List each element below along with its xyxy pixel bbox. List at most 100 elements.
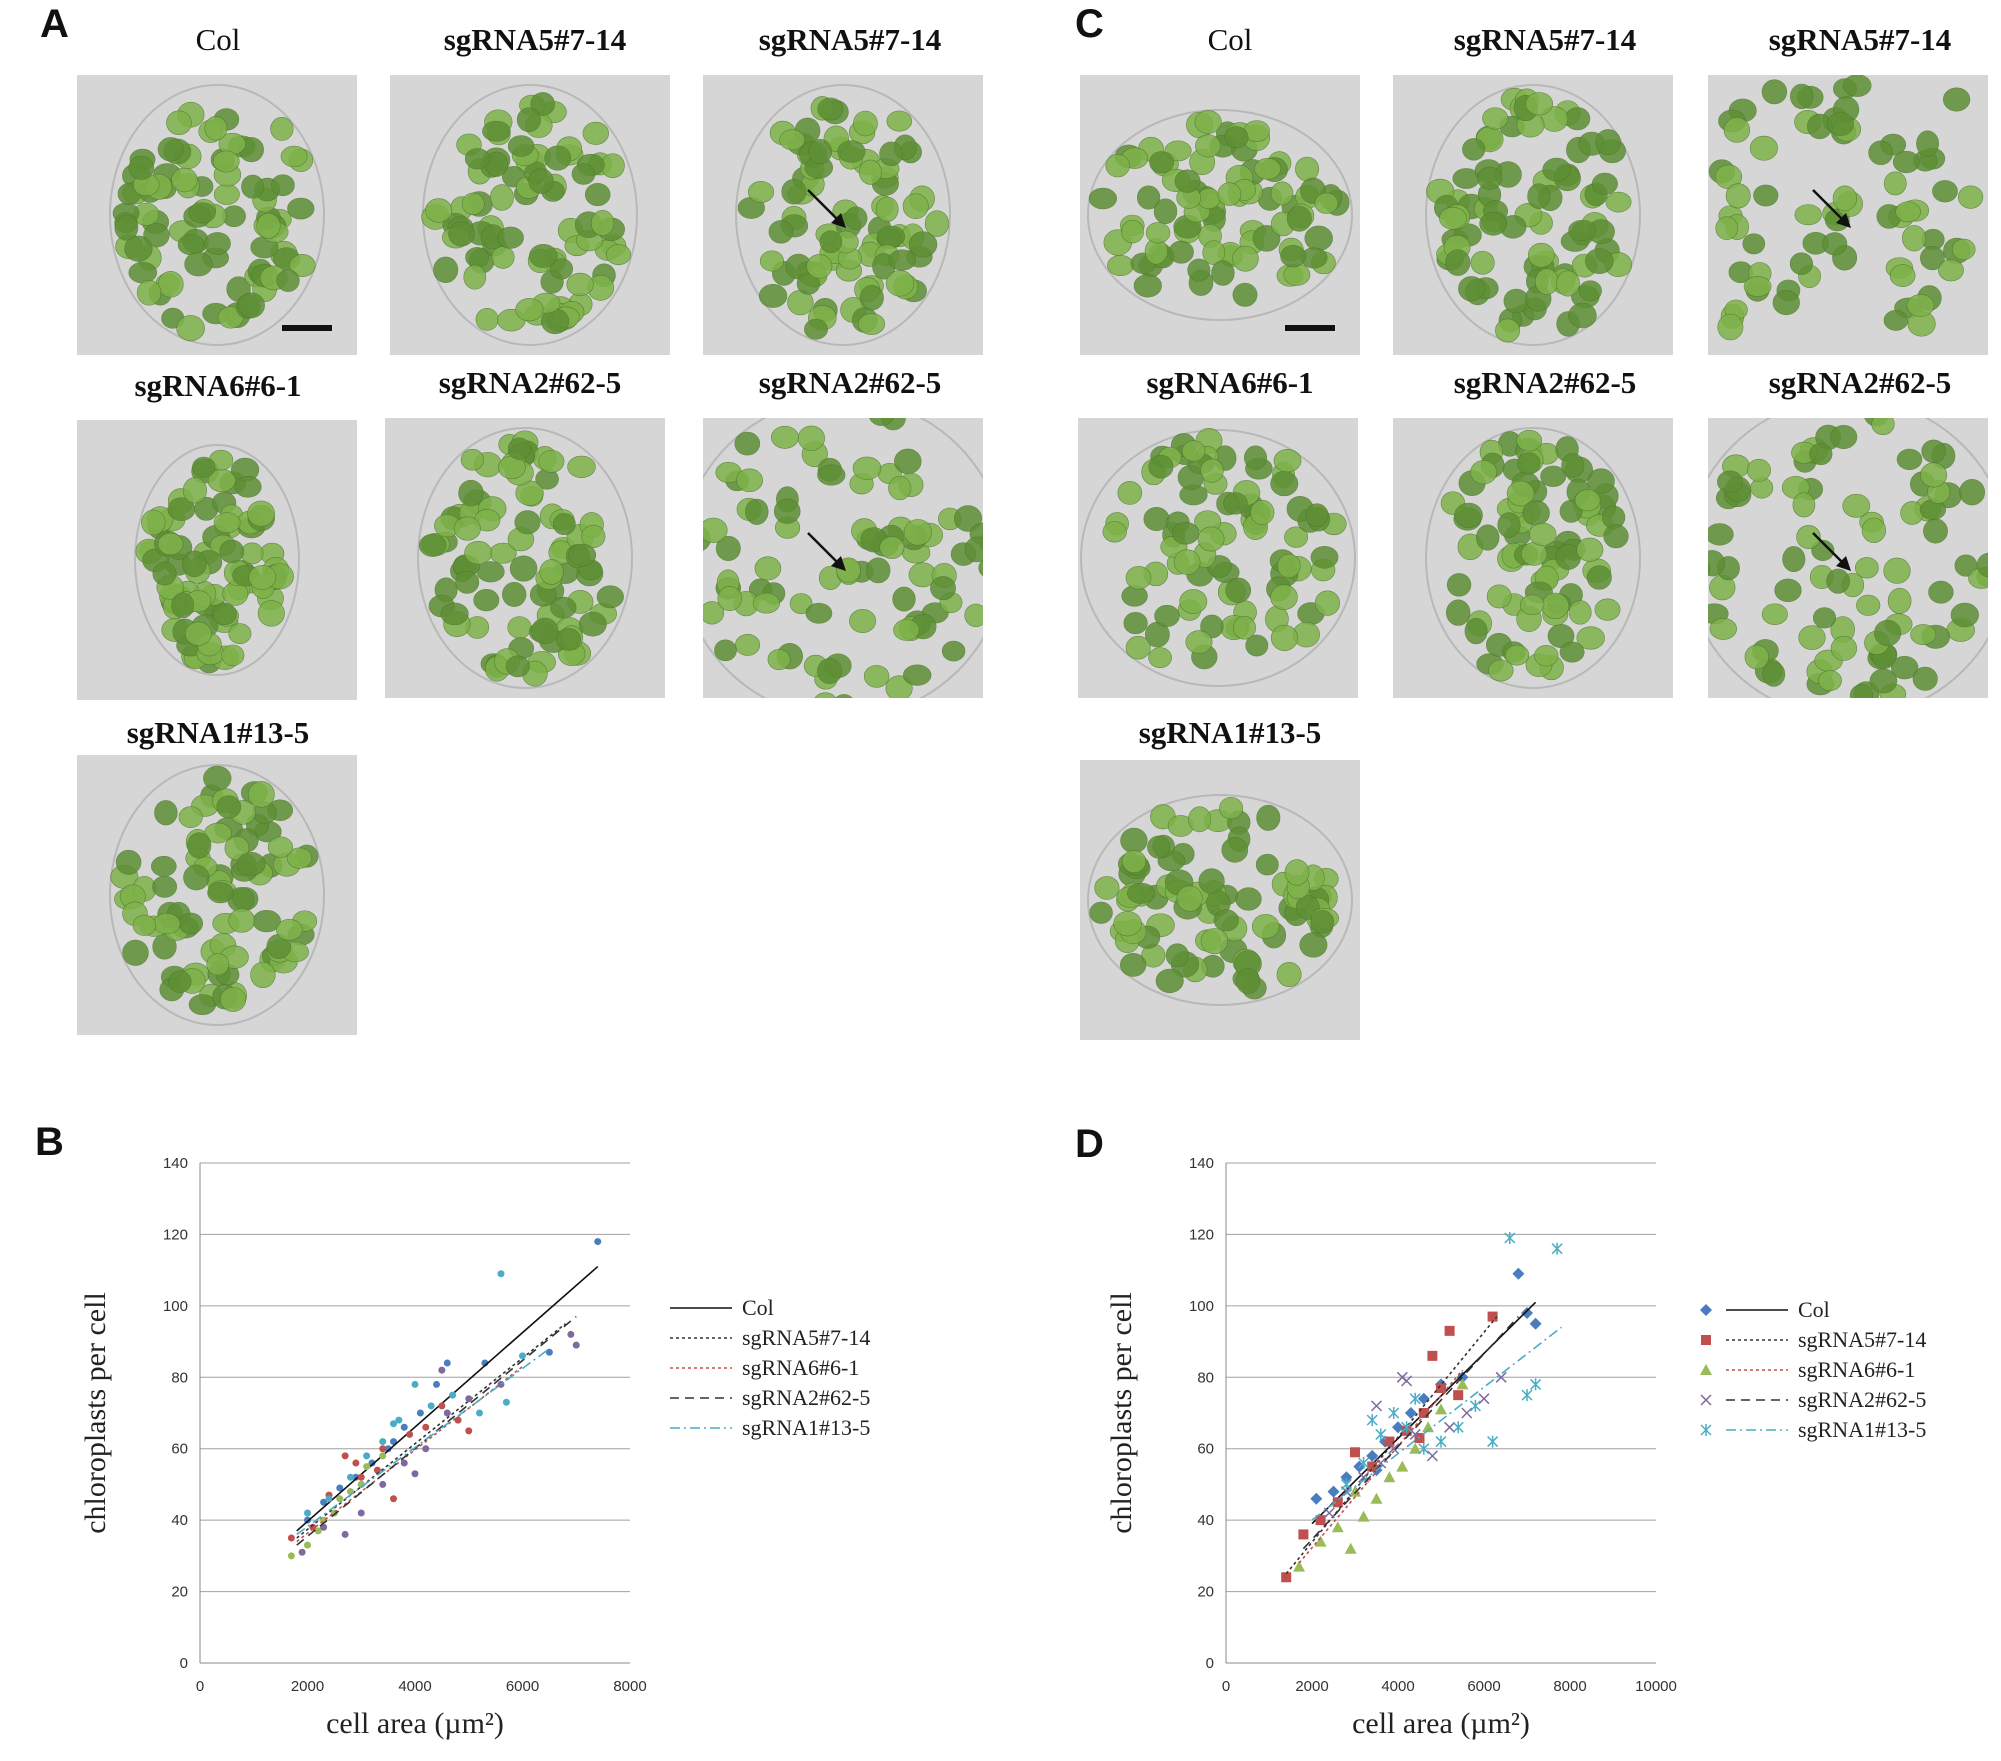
x-tick-label: 0 [1222,1678,1230,1695]
chloroplast [1586,565,1612,590]
chloroplast [207,881,234,904]
chloroplast [852,456,882,480]
chloroplast [817,658,843,685]
chloroplast [128,261,158,284]
chloroplast [228,623,252,644]
chloroplast [1923,518,1948,544]
data-point-col [336,1484,344,1492]
chloroplast [1717,470,1743,494]
scale-bar [282,325,332,331]
chloroplast [1254,158,1282,180]
series-sg2 [298,1330,580,1556]
chloroplast [219,539,245,564]
data-point-sg1 [476,1409,483,1417]
chloroplast [141,509,166,536]
series-sg1 [1340,1232,1563,1491]
chloroplast [1585,248,1614,275]
chloroplast [1482,107,1509,130]
chloroplast [1794,204,1822,226]
chloroplast [128,155,155,180]
chloroplast [182,550,207,578]
chloroplast [418,533,447,557]
data-point-col [1327,1485,1340,1498]
chloroplast [837,140,866,163]
data-point-sg6 [1370,1492,1383,1504]
data-point-sg1 [1487,1435,1499,1448]
chloroplast [1871,418,1895,436]
x-axis-label: cell area (µm²) [326,1707,504,1740]
data-point-col [594,1238,602,1246]
y-tick-label: 60 [1197,1441,1214,1458]
chloroplast [1219,796,1244,820]
data-point-sg1 [1551,1242,1563,1255]
x-tick-label: 4000 [1381,1678,1414,1695]
chloroplast [1213,909,1239,932]
chloroplast [289,254,316,277]
chloroplast [1527,183,1551,210]
chloroplast [1883,310,1909,331]
chloroplast [241,174,265,199]
chloroplast [1790,83,1814,110]
chloroplast [475,308,499,331]
chloroplast [1270,584,1298,610]
chloroplast [167,497,196,521]
label-c-sg2-1: sgRNA2#62-5 [1453,365,1637,400]
data-point-sg5 [1281,1572,1292,1583]
chloroplast [1232,282,1258,307]
chloroplast [908,231,938,258]
chloroplast [1842,493,1871,518]
legend-label-sg6: sgRNA6#6-1 [742,1355,859,1380]
panel-letter-c: C [1075,2,1104,46]
chloroplast [835,694,853,698]
chloroplast [888,249,916,271]
data-point-sg5 [1384,1436,1395,1447]
chloroplast [482,120,511,142]
chloroplast [903,664,932,686]
data-point-sg1 [1452,1421,1464,1434]
data-point-legend-sg2 [1700,1394,1712,1406]
x-tick-label: 0 [196,1678,204,1695]
micrograph-c-sg5-1 [1393,75,1673,355]
chloroplast [529,243,558,268]
chloroplast [1198,868,1225,894]
chloroplast [213,512,241,534]
data-point-col [1417,1392,1430,1405]
chloroplast [491,246,515,269]
data-point-sg1 [1409,1392,1421,1405]
chloroplast [257,600,285,627]
data-point-sg5 [1427,1350,1438,1361]
chloroplast [1107,255,1134,276]
data-point-sg5 [379,1445,387,1453]
chloroplast [1832,185,1858,212]
chloroplast [797,425,825,451]
chloroplast [1576,626,1605,650]
data-point-sg5 [1436,1383,1446,1393]
chloroplast [1250,499,1275,525]
chloroplast [1708,523,1734,546]
chloroplast [1113,911,1142,937]
chloroplast [1136,185,1161,210]
data-point-col [1366,1449,1379,1462]
chloroplast [1284,526,1309,548]
chloroplast [1314,192,1339,214]
chloroplast [1233,616,1256,640]
x-tick-label: 6000 [1467,1678,1500,1695]
y-tick-label: 100 [1189,1298,1214,1315]
micrograph-c-sg5-2 [1708,75,1988,355]
micrograph-a-sg5-2 [703,75,983,355]
chloroplast [876,225,906,248]
chloroplast [781,178,807,205]
chloroplast [1920,246,1945,271]
data-point-col [384,1445,392,1453]
chloroplast [188,202,216,224]
micrograph-a-sg1 [77,755,357,1035]
chloroplast [817,464,846,486]
cell-outline [1087,794,1353,1006]
chloroplast [863,664,890,688]
data-point-sg2 [422,1445,430,1453]
label-c-sg5-2: sgRNA5#7-14 [1768,22,1952,57]
label-a-col: Col [195,22,241,57]
chloroplast [464,540,493,565]
chloroplast [216,795,242,819]
chloroplast [734,431,761,456]
